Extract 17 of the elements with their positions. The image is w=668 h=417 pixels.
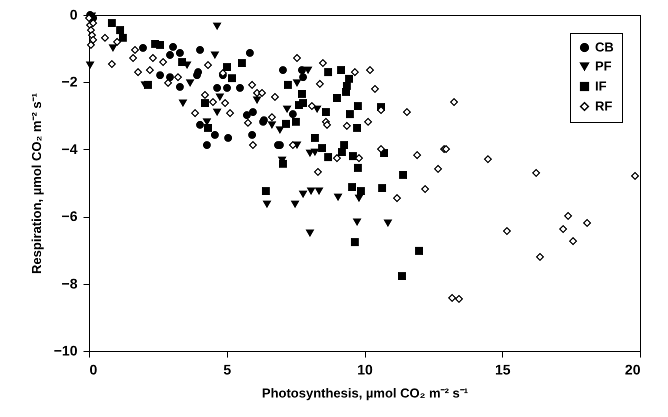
y-tick-label: −4 [62,140,78,157]
x-tick-label: 0 [90,362,98,378]
legend-label: PF [595,58,612,74]
legend-label: IF [595,78,607,94]
y-tick-label: −6 [62,208,78,224]
y-tick-label: 0 [70,6,78,22]
y-tick-label: −8 [62,275,78,292]
x-tick-label: 20 [624,362,641,378]
y-tick-label: −2 [62,74,78,90]
y-tick-label: −10 [54,342,78,358]
x-axis-title: Photosynthesis, µmol CO₂ m⁻² s⁻¹ [262,386,468,400]
legend-label: RF [595,98,612,114]
y-axis-title: Respiration, µmol CO₂ m⁻² s⁻¹ [28,93,44,274]
x-tick-label: 10 [357,362,373,378]
x-tick-label: 15 [494,362,511,378]
x-tick-label: 5 [223,362,232,378]
legend-label: CB [595,40,614,54]
